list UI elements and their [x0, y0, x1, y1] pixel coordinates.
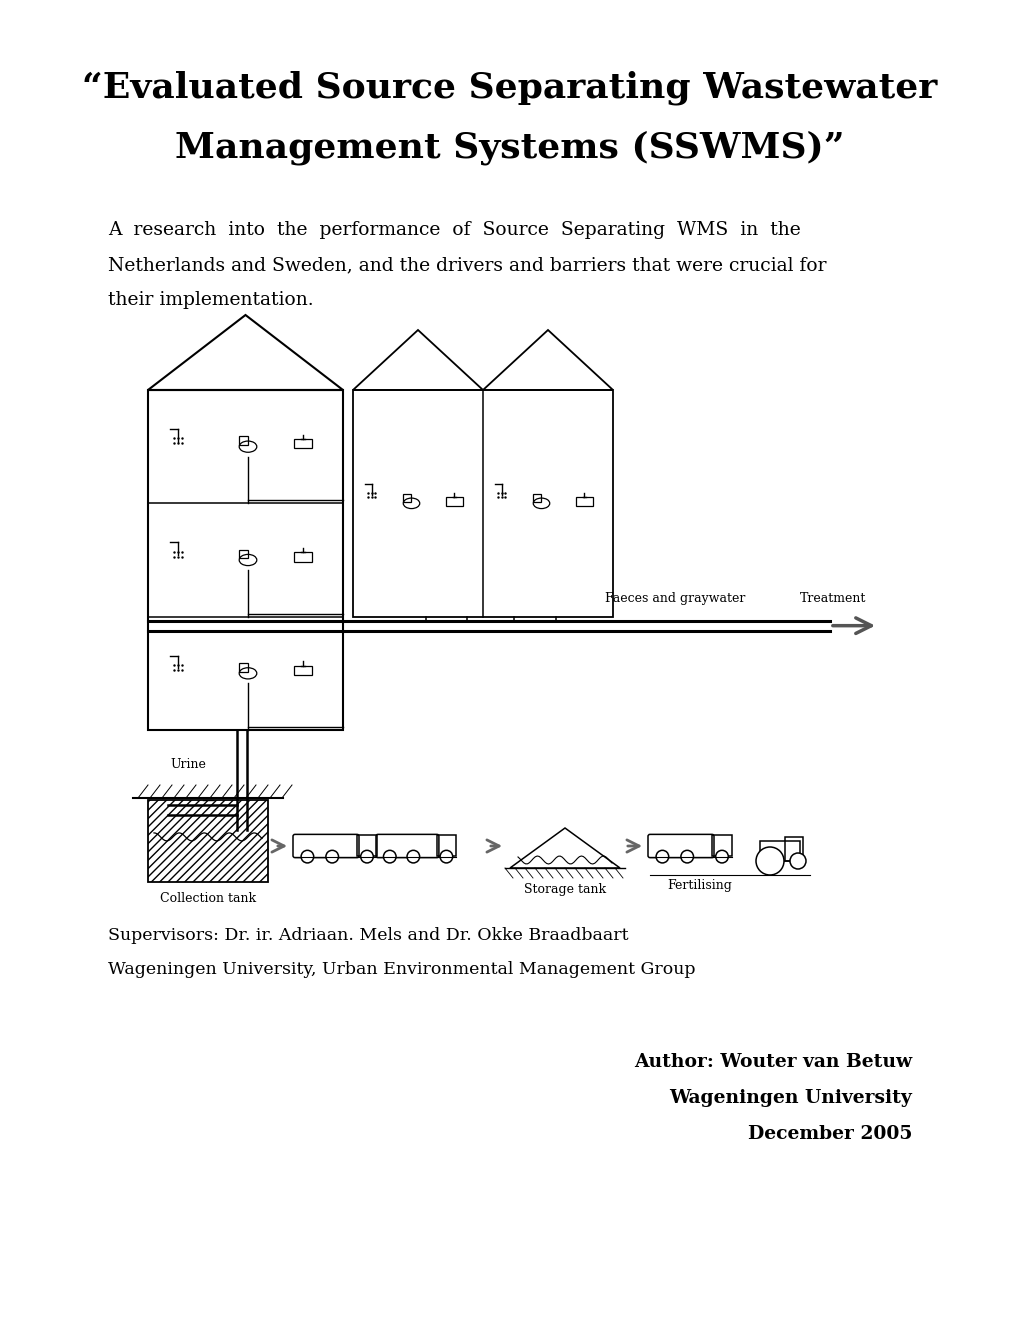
Text: Fertilising: Fertilising: [666, 879, 732, 892]
Bar: [148, 800, 268, 882]
Bar: [533, 494, 541, 502]
Circle shape: [439, 850, 452, 863]
Text: Wageningen University: Wageningen University: [668, 1089, 911, 1107]
Bar: [239, 437, 248, 445]
Bar: [293, 553, 312, 561]
Circle shape: [715, 850, 728, 863]
Text: Author: Wouter van Betuw: Author: Wouter van Betuw: [633, 1053, 911, 1071]
Text: Storage tank: Storage tank: [524, 883, 605, 896]
Text: Treatment: Treatment: [799, 593, 865, 605]
Bar: [576, 498, 592, 506]
Bar: [711, 834, 732, 855]
Circle shape: [655, 850, 668, 863]
Bar: [436, 834, 455, 855]
Bar: [785, 837, 802, 861]
Circle shape: [326, 850, 338, 863]
Bar: [759, 841, 799, 861]
Text: Faeces and graywater: Faeces and graywater: [604, 593, 745, 605]
Text: “Evaluated Source Separating Wastewater: “Evaluated Source Separating Wastewater: [83, 71, 936, 106]
Bar: [239, 663, 248, 672]
Text: Wageningen University, Urban Environmental Management Group: Wageningen University, Urban Environment…: [108, 961, 695, 978]
Bar: [293, 665, 312, 675]
Bar: [403, 494, 411, 502]
Bar: [148, 389, 342, 730]
Circle shape: [383, 850, 395, 863]
Circle shape: [681, 850, 693, 863]
Text: A  research  into  the  performance  of  Source  Separating  WMS  in  the: A research into the performance of Sourc…: [108, 220, 800, 239]
Circle shape: [755, 847, 784, 875]
Text: December 2005: December 2005: [747, 1125, 911, 1143]
Text: Urine: Urine: [170, 759, 206, 771]
Text: Netherlands and Sweden, and the drivers and barriers that were crucial for: Netherlands and Sweden, and the drivers …: [108, 256, 825, 275]
Circle shape: [301, 850, 314, 863]
Bar: [293, 440, 312, 449]
Circle shape: [361, 850, 373, 863]
Bar: [353, 389, 612, 616]
Circle shape: [407, 850, 419, 863]
Text: Management Systems (SSWMS)”: Management Systems (SSWMS)”: [175, 131, 844, 165]
Text: Collection tank: Collection tank: [160, 891, 256, 904]
Bar: [357, 834, 377, 855]
Text: Supervisors: Dr. ir. Adriaan. Mels and Dr. Okke Braadbaart: Supervisors: Dr. ir. Adriaan. Mels and D…: [108, 927, 628, 944]
Bar: [445, 498, 463, 506]
Circle shape: [790, 853, 805, 869]
Bar: [239, 549, 248, 558]
Text: their implementation.: their implementation.: [108, 290, 313, 309]
